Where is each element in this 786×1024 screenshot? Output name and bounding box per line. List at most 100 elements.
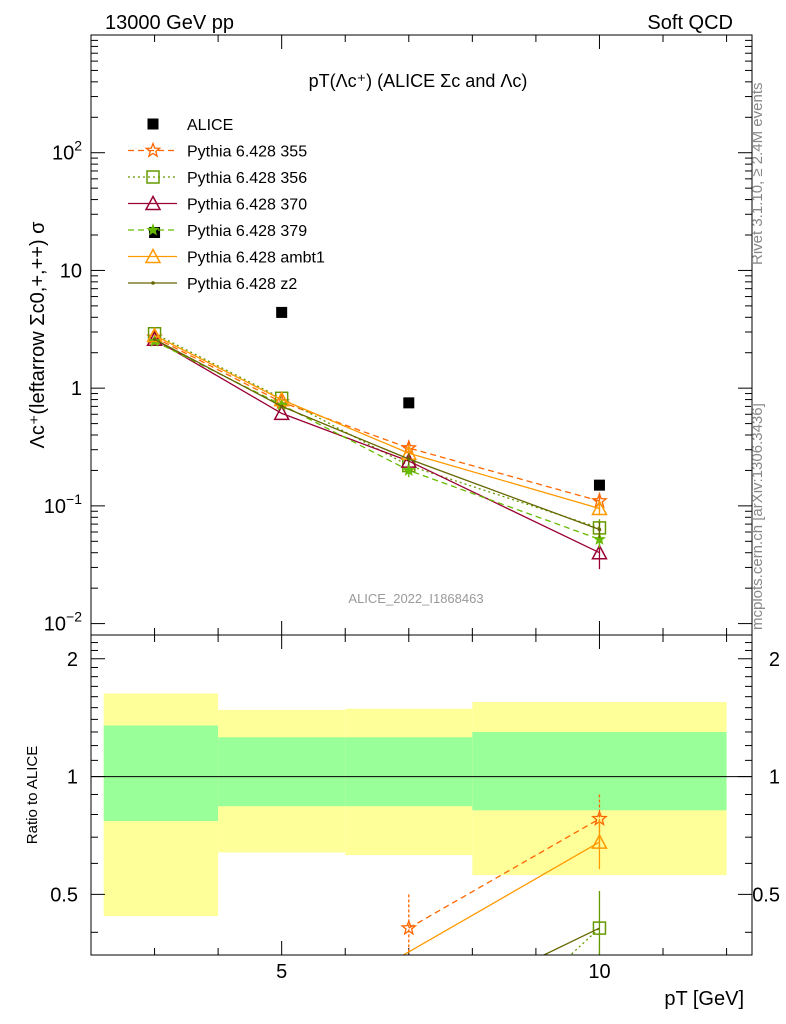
ratio-series-pythia-6-428-z2 bbox=[542, 927, 600, 955]
marker-triangle bbox=[591, 833, 608, 849]
rivet-label-text: Rivet 3.1.10, ≥ 2.4M events bbox=[749, 83, 766, 266]
legend-label: Pythia 6.428 ambt1 bbox=[187, 250, 325, 267]
band-green bbox=[218, 737, 346, 807]
ratio-y-tick-label: 1 bbox=[67, 767, 78, 789]
legend-item: Pythia 6.428 356 bbox=[128, 170, 307, 187]
legend-item: Pythia 6.428 379 bbox=[128, 223, 307, 240]
legend-label: Pythia 6.428 z2 bbox=[187, 276, 297, 293]
series-line bbox=[154, 334, 600, 510]
marker-square bbox=[592, 921, 607, 935]
marker-triangle bbox=[591, 544, 608, 560]
marker-star bbox=[144, 141, 162, 158]
marker-triangle bbox=[146, 326, 163, 343]
series-pythia-6-428-355 bbox=[146, 328, 608, 512]
series-pythia-6-428-ambt1 bbox=[146, 326, 608, 516]
y-tick-label-exp: −2 bbox=[66, 609, 82, 625]
x-tick-label: 5 bbox=[276, 961, 287, 983]
ratio-series-pythia-6-428-356 bbox=[569, 891, 607, 955]
legend: ALICE Pythia 6.428 355 Pythia 6.428 356 Pyt… bbox=[128, 117, 325, 293]
ratio-series-group bbox=[400, 794, 608, 955]
marker-dot bbox=[279, 404, 284, 409]
main-title: pT(Λc⁺) (ALICE Σc and Λc) bbox=[309, 71, 528, 91]
y-tick-label-exp: −1 bbox=[66, 491, 82, 507]
marker-data bbox=[147, 118, 159, 130]
y-tick-label-base: 10 bbox=[44, 614, 66, 636]
ratio-line bbox=[569, 927, 600, 955]
y-tick-label: 1 bbox=[71, 378, 82, 400]
y-axis-label-text: Λc⁺(leftarrow Σc0,+,++) σ bbox=[27, 221, 49, 449]
legend-label: ALICE bbox=[187, 117, 233, 134]
marker-square bbox=[146, 170, 160, 184]
series-pythia-6-428-370 bbox=[146, 330, 608, 570]
band-green bbox=[345, 737, 473, 807]
y-tick-label-exp: 2 bbox=[74, 138, 82, 154]
ratio-axis-ticks: 0.5 0.5 1 1 2 2 5 10 bbox=[50, 642, 780, 983]
legend-item: Pythia 6.428 355 bbox=[128, 141, 307, 161]
band-green bbox=[472, 731, 727, 811]
ratio-frame bbox=[90, 634, 753, 956]
legend-item: Pythia 6.428 z2 bbox=[128, 276, 297, 293]
y-tick-label: 10−1 bbox=[44, 491, 82, 518]
series-line bbox=[154, 338, 600, 531]
y-tick-label-base: 10 bbox=[52, 143, 74, 165]
ratio-y-tick-label: 2 bbox=[67, 649, 78, 671]
legend-label: Pythia 6.428 370 bbox=[187, 197, 307, 214]
ratio-uncertainty-bands bbox=[103, 693, 727, 917]
x-axis-label: pT [GeV] bbox=[664, 988, 744, 1010]
marker-triangle bbox=[146, 330, 163, 347]
marker-data bbox=[276, 306, 288, 318]
marker-triangle bbox=[144, 247, 162, 264]
ratio-line bbox=[402, 841, 600, 955]
legend-item: Pythia 6.428 370 bbox=[128, 194, 307, 214]
y-tick-label-base: 1 bbox=[71, 378, 82, 400]
marker-triangle bbox=[273, 404, 290, 421]
marker-dot bbox=[151, 281, 155, 285]
ratio-y-tick-label-right: 2 bbox=[769, 649, 780, 671]
series-line bbox=[154, 336, 600, 502]
rivet-label: Rivet 3.1.10, ≥ 2.4M events bbox=[749, 83, 766, 266]
marker-star bbox=[592, 532, 606, 545]
y-tick-label: 10−2 bbox=[44, 609, 82, 636]
ratio-line bbox=[542, 927, 600, 955]
marker-data bbox=[593, 479, 605, 491]
legend-label: Pythia 6.428 356 bbox=[187, 170, 307, 187]
marker-dot bbox=[406, 457, 411, 461]
ratio-y-tick-label-right: 1 bbox=[769, 767, 780, 789]
marker-dot bbox=[152, 337, 157, 342]
y-axis-label-main: Λc⁺(leftarrow Σc0,+,++) σ bbox=[27, 221, 49, 449]
marker-star bbox=[400, 919, 418, 936]
legend-item: Pythia 6.428 ambt1 bbox=[128, 247, 325, 267]
marker-star bbox=[146, 223, 160, 236]
marker-dot bbox=[597, 527, 602, 532]
y-tick-label: 102 bbox=[52, 138, 82, 165]
series-line bbox=[154, 333, 600, 529]
marker-star bbox=[402, 463, 416, 477]
y-tick-label-base: 10 bbox=[44, 496, 66, 518]
ratio-y-label: Ratio to ALICE bbox=[24, 746, 41, 844]
marker-triangle bbox=[591, 499, 608, 516]
ratio-panel: 0.5 0.5 1 1 2 2 5 10 Ratio to ALICE pT [GeV] bbox=[24, 634, 780, 1010]
mcplots-label: mcplots.cern.ch [arXiv:1306.3436] bbox=[749, 403, 766, 630]
series-alice-data bbox=[149, 227, 605, 491]
legend-item: ALICE bbox=[147, 117, 233, 134]
ratio-y-tick-label-right: 0.5 bbox=[752, 884, 780, 906]
mcplots-label-text: mcplots.cern.ch [arXiv:1306.3436] bbox=[749, 403, 766, 630]
watermark: ALICE_2022_I1868463 bbox=[348, 591, 483, 606]
header-left: 13000 GeV pp bbox=[105, 12, 234, 34]
legend-label: Pythia 6.428 355 bbox=[187, 144, 307, 161]
ratio-series-pythia-6-428-ambt1 bbox=[402, 818, 608, 955]
y-tick-label-base: 10 bbox=[60, 260, 82, 282]
y-tick-label: 10 bbox=[60, 260, 82, 282]
ratio-y-tick-label: 0.5 bbox=[50, 884, 78, 906]
ratio-line bbox=[408, 818, 600, 929]
header-right: Soft QCD bbox=[647, 12, 733, 34]
marker-data bbox=[403, 397, 415, 409]
legend-label: Pythia 6.428 379 bbox=[187, 223, 307, 240]
x-tick-label: 10 bbox=[588, 961, 610, 983]
band-green bbox=[103, 725, 219, 821]
main-series-group bbox=[146, 227, 608, 570]
ratio-y-label-text: Ratio to ALICE bbox=[24, 746, 41, 844]
marker-triangle bbox=[144, 194, 162, 211]
